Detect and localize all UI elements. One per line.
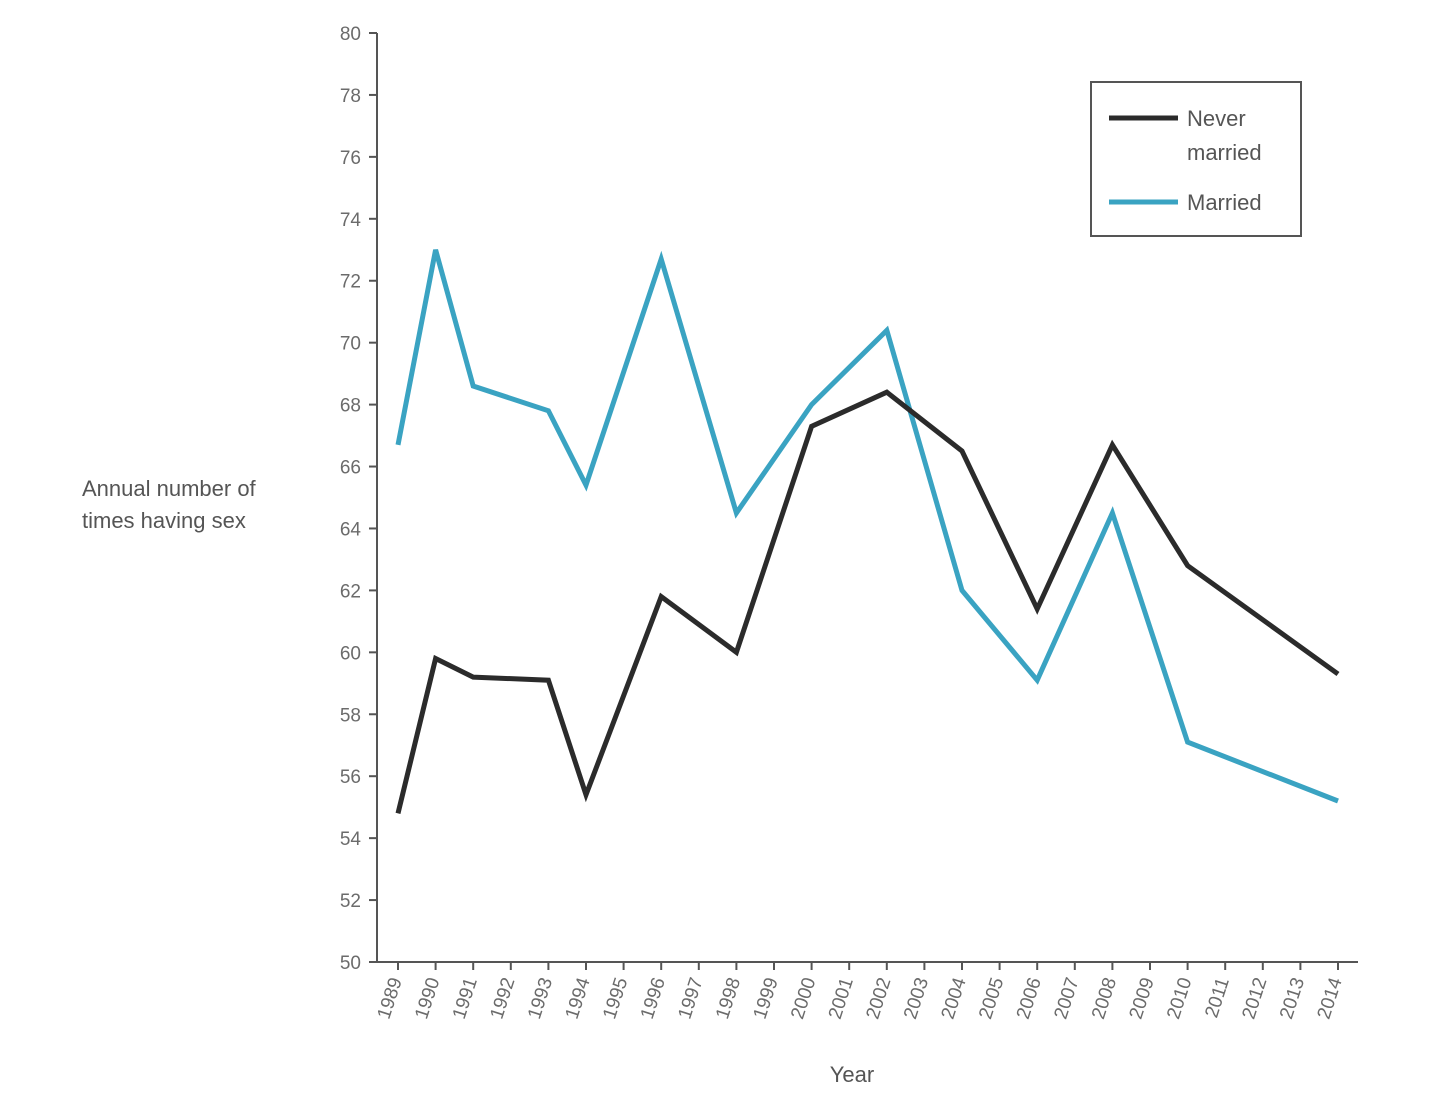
x-tick-label: 1989 bbox=[374, 975, 407, 1022]
y-tick-label: 76 bbox=[340, 148, 361, 169]
x-tick-label: 1993 bbox=[524, 975, 557, 1022]
series-layer bbox=[395, 249, 1340, 814]
x-tick-label: 1996 bbox=[637, 975, 670, 1022]
legend: Never married Married bbox=[1090, 81, 1302, 237]
x-tick-label: 2013 bbox=[1276, 975, 1309, 1022]
y-tick-label: 72 bbox=[340, 272, 361, 293]
x-tick-label: 1999 bbox=[750, 975, 783, 1022]
x-tick-label: 2007 bbox=[1051, 975, 1084, 1022]
y-tick-label: 68 bbox=[340, 396, 361, 417]
y-tick-label: 56 bbox=[340, 767, 361, 788]
y-axis-ticks: 50 52 54 56 58 60 62 64 66 68 70 72 74 76 78 80 bbox=[340, 24, 377, 974]
y-tick-label: 66 bbox=[340, 458, 361, 479]
x-tick-label: 2008 bbox=[1088, 975, 1121, 1022]
axes-group bbox=[376, 33, 1358, 963]
y-axis-title-line-2: times having sex bbox=[82, 508, 246, 533]
y-tick-label: 80 bbox=[340, 24, 361, 45]
y-tick-label: 62 bbox=[340, 581, 361, 602]
y-tick-label: 74 bbox=[340, 210, 362, 231]
x-tick-label: 2009 bbox=[1126, 975, 1159, 1022]
x-tick-label: 2005 bbox=[975, 975, 1008, 1022]
y-tick-label: 50 bbox=[340, 953, 361, 974]
legend-label-never-married-line-2: married bbox=[1187, 140, 1262, 165]
x-tick-label: 1997 bbox=[675, 975, 708, 1022]
x-tick-label: 2011 bbox=[1201, 975, 1234, 1020]
y-axis-title-line-1: Annual number of bbox=[82, 476, 257, 501]
legend-label-married: Married bbox=[1187, 190, 1262, 215]
x-axis-ticks: 1989 1990 1991 1992 1993 1994 1995 1996 1997 1998… bbox=[374, 962, 1347, 1022]
x-tick-label: 2004 bbox=[938, 975, 971, 1022]
x-tick-label: 2010 bbox=[1163, 975, 1196, 1022]
x-tick-label: 2012 bbox=[1239, 975, 1272, 1022]
x-tick-label: 1991 bbox=[449, 975, 482, 1022]
x-tick-label: 2000 bbox=[787, 975, 820, 1022]
x-tick-label: 1994 bbox=[562, 975, 595, 1022]
series-line-married bbox=[395, 249, 1339, 804]
x-tick-label: 2014 bbox=[1314, 975, 1347, 1022]
x-tick-label: 2006 bbox=[1013, 975, 1046, 1022]
y-tick-label: 58 bbox=[340, 705, 361, 726]
y-tick-label: 52 bbox=[340, 891, 361, 912]
x-axis-title: Year bbox=[830, 1062, 874, 1087]
series-line-never-married bbox=[395, 389, 1340, 814]
x-tick-label: 2003 bbox=[900, 975, 933, 1022]
x-tick-label: 1990 bbox=[411, 975, 444, 1022]
legend-label-never-married-line-1: Never bbox=[1187, 106, 1246, 131]
y-tick-label: 60 bbox=[340, 643, 361, 664]
x-tick-label: 2002 bbox=[863, 975, 896, 1022]
y-tick-label: 54 bbox=[340, 829, 362, 850]
x-tick-label: 1992 bbox=[487, 975, 520, 1022]
y-tick-label: 64 bbox=[340, 519, 362, 540]
x-tick-label: 2001 bbox=[825, 975, 858, 1022]
y-tick-label: 70 bbox=[340, 334, 361, 355]
x-tick-label: 1998 bbox=[712, 975, 745, 1022]
x-tick-label: 1995 bbox=[599, 975, 632, 1022]
legend-box bbox=[1090, 81, 1302, 237]
y-tick-label: 78 bbox=[340, 86, 361, 107]
